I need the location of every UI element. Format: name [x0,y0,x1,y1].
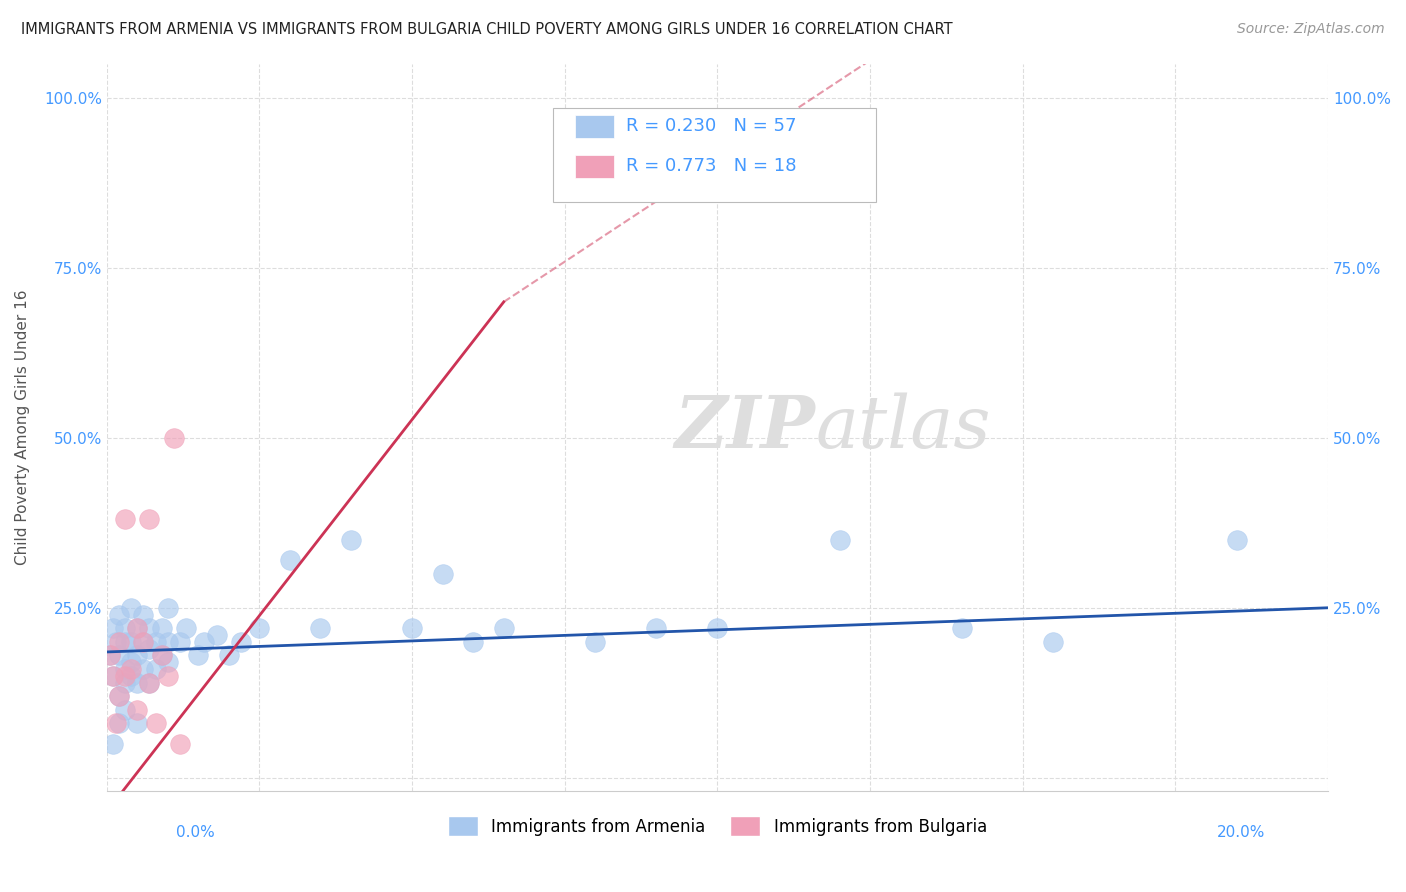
Point [138,621,160,635]
Point [169,737,191,751]
Point [120,669,142,683]
Point [187,648,209,663]
Point [114,703,136,717]
Point [156,655,179,669]
Point [583,634,606,648]
Point [156,600,179,615]
Point [205,628,228,642]
Point [132,634,155,648]
Point [193,634,215,648]
Point [249,621,271,635]
Point [150,648,173,663]
Point [98,648,121,663]
Point [120,634,142,648]
Point [108,634,131,648]
Point [340,533,363,547]
Point [101,669,124,683]
Point [114,669,136,683]
Text: 20.0%: 20.0% [1218,825,1265,840]
Point [127,621,149,635]
Point [150,621,173,635]
Point [145,716,167,731]
Point [104,634,127,648]
Point [156,669,179,683]
Point [132,662,155,676]
Point [706,621,728,635]
Point [114,512,136,526]
Point [127,703,149,717]
Point [950,621,973,635]
Point [132,634,155,648]
Point [278,553,301,567]
Point [108,648,131,663]
Point [120,600,142,615]
Point [114,621,136,635]
Point [120,655,142,669]
Point [169,634,191,648]
Point [101,737,124,751]
Point [432,566,454,581]
Point [150,648,173,663]
Point [218,648,240,663]
FancyBboxPatch shape [553,108,876,202]
Point [108,689,131,703]
Point [104,716,127,731]
Point [138,675,160,690]
Legend: Immigrants from Armenia, Immigrants from Bulgaria: Immigrants from Armenia, Immigrants from… [440,808,995,845]
Text: ZIP: ZIP [675,392,815,463]
Point [229,634,252,648]
Point [156,634,179,648]
Point [114,634,136,648]
Point [108,607,131,622]
Point [309,621,332,635]
Point [101,621,124,635]
Point [1042,634,1064,648]
Point [127,716,149,731]
Point [492,621,515,635]
Point [108,716,131,731]
Point [463,634,485,648]
Point [127,621,149,635]
Point [145,662,167,676]
Text: 0.0%: 0.0% [176,825,215,840]
Point [108,689,131,703]
Point [114,662,136,676]
Text: R = 0.773   N = 18: R = 0.773 N = 18 [626,157,796,175]
Text: R = 0.230   N = 57: R = 0.230 N = 57 [626,117,796,135]
Point [138,641,160,656]
Point [174,621,197,635]
Text: atlas: atlas [815,392,991,463]
Text: Source: ZipAtlas.com: Source: ZipAtlas.com [1237,22,1385,37]
Point [120,662,142,676]
Point [114,675,136,690]
Point [145,634,167,648]
Point [132,607,155,622]
Point [645,621,668,635]
Point [138,512,160,526]
Point [101,669,124,683]
Text: IMMIGRANTS FROM ARMENIA VS IMMIGRANTS FROM BULGARIA CHILD POVERTY AMONG GIRLS UN: IMMIGRANTS FROM ARMENIA VS IMMIGRANTS FR… [21,22,953,37]
Point [163,431,186,445]
Point [98,648,121,663]
Point [1225,533,1247,547]
FancyBboxPatch shape [575,115,613,138]
Y-axis label: Child Poverty Among Girls Under 16: Child Poverty Among Girls Under 16 [15,290,30,566]
Point [401,621,423,635]
Point [127,675,149,690]
Point [138,675,160,690]
Point [828,533,851,547]
Point [127,648,149,663]
FancyBboxPatch shape [575,155,613,178]
